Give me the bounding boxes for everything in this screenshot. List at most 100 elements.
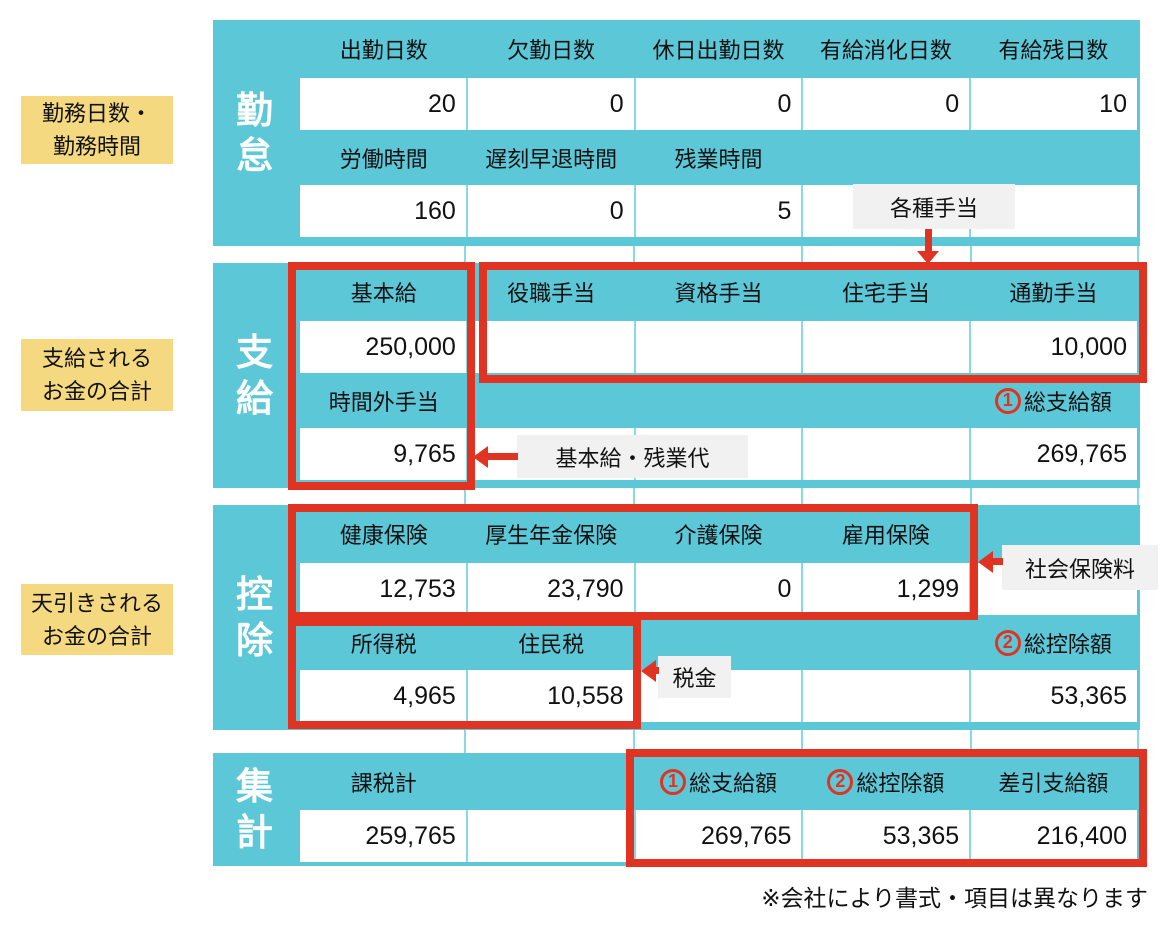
column-header: 有給消化日数 (802, 20, 969, 78)
attendance-section-label: 勤怠 (213, 20, 296, 246)
column-header: 出勤日数 (300, 20, 467, 78)
column-header (802, 130, 969, 185)
column-header (467, 753, 634, 810)
column-header-text: 欠勤日数 (507, 38, 596, 63)
deduction-header-row-2: 所得税 住民税 2 総控除額 (300, 615, 1137, 670)
section-label-text: 支給 (235, 332, 273, 419)
summary-value-row: 259,765 269,765 53,365 216,400 (300, 810, 1137, 862)
deduction-header-row-1: 健康保険 厚生年金保険 介護保険 雇用保険 (300, 505, 1137, 563)
arrow-left-social-insurance-shaft (992, 558, 1003, 565)
value-cell: 1,299 (803, 563, 972, 615)
arrow-left-base-overtime-head (473, 446, 488, 468)
column-header: 所得税 (300, 615, 467, 670)
attendance-section: 勤怠 出勤日数 欠勤日数 休日出勤日数 有給消化日数 有給残日数 20 0 0 … (213, 20, 1140, 246)
side-label-line: お金の合計 (41, 379, 152, 404)
deduction-rows: 健康保険 厚生年金保険 介護保険 雇用保険 12,753 23,790 0 1,… (296, 505, 1140, 730)
column-header: 通勤手当 (970, 263, 1137, 321)
column-header-text: 所得税 (350, 631, 417, 657)
column-header-text: 健康保険 (339, 523, 428, 548)
value-cell: 4,965 (300, 670, 468, 722)
side-label-deduction: 天引きされる お金の合計 (21, 584, 173, 655)
deduction-section-label: 控除 (213, 505, 296, 730)
column-header-text: 労働時間 (339, 146, 428, 172)
value-cell: 23,790 (467, 563, 636, 615)
value-cell: 216,400 (971, 810, 1137, 862)
circled-number-badge: 2 (994, 629, 1021, 656)
callout-tax: 税金 (658, 656, 731, 698)
value-cell: 9,765 (300, 428, 468, 480)
column-header-text: 総支給額 (1023, 389, 1112, 415)
attendance-header-row-1: 出勤日数 欠勤日数 休日出勤日数 有給消化日数 有給残日数 (300, 20, 1137, 78)
summary-section-label: 集計 (213, 753, 296, 866)
side-label-line: 勤務時間 (52, 134, 141, 159)
footer-note: ※会社により書式・項目は異なります (761, 885, 1148, 911)
value-cell (467, 321, 636, 373)
section-label-text: 集計 (235, 766, 273, 853)
side-label-line: 支給される (41, 346, 152, 371)
value-cell: 20 (300, 78, 468, 130)
column-header (467, 373, 634, 428)
column-header: 課税計 (300, 753, 467, 810)
gap-separator-line (801, 488, 803, 505)
payment-section-label: 支給 (213, 263, 296, 488)
value-cell (635, 321, 804, 373)
deduction-value-row-2: 4,965 10,558 53,365 (300, 670, 1137, 722)
column-header-text: 総控除額 (1023, 631, 1112, 657)
callout-social-insurance-text: 社会保険料 (1024, 556, 1135, 582)
value-cell (803, 428, 972, 480)
value-cell: 53,365 (803, 810, 972, 862)
arrow-left-tax-head (641, 660, 656, 682)
column-header: 欠勤日数 (467, 20, 634, 78)
payment-header-row-1: 基本給 役職手当 資格手当 住宅手当 通勤手当 (300, 263, 1137, 321)
arrow-left-base-overtime-shaft (488, 453, 518, 460)
column-header: 介護保険 (635, 505, 802, 563)
column-header-text: 住宅手当 (841, 281, 930, 306)
column-header (802, 615, 969, 670)
circled-number-badge: 1 (660, 768, 686, 795)
gap-separator-line (970, 246, 972, 263)
column-header-total-payment: 1 総支給額 (970, 373, 1137, 428)
summary-rows: 課税計 1 総支給額 2 総控除額 差引支給額 259,765 269,765 … (296, 753, 1140, 866)
column-header-text: 介護保険 (674, 523, 763, 548)
column-header-text: 住民税 (518, 631, 585, 657)
value-cell: 0 (467, 78, 636, 130)
column-header-text: 雇用保険 (841, 523, 930, 548)
value-cell: 0 (635, 78, 804, 130)
column-header-text: 通勤手当 (1009, 281, 1098, 306)
gap-separator-line (970, 488, 972, 505)
gap-separator-line (970, 730, 972, 753)
value-cell: 53,365 (971, 670, 1137, 722)
side-label-attendance: 勤務日数・ 勤務時間 (21, 96, 173, 164)
column-header-total-payment: 1 総支給額 (635, 753, 802, 810)
column-header: 健康保険 (300, 505, 467, 563)
side-label-line: 勤務日数・ (41, 101, 152, 126)
value-cell: 160 (300, 185, 468, 237)
payment-header-row-2: 時間外手当 1 総支給額 (300, 373, 1137, 428)
column-header-text: 基本給 (350, 281, 417, 306)
column-header: 住宅手当 (802, 263, 969, 321)
value-cell: 0 (635, 563, 804, 615)
gap-separator-line (1137, 730, 1139, 753)
column-header-text: 休日出勤日数 (652, 38, 785, 63)
callout-tax-text: 税金 (672, 666, 717, 691)
value-cell (803, 321, 972, 373)
gap-separator-line (633, 488, 635, 505)
column-header-total-deduction: 2 総控除額 (970, 615, 1137, 670)
value-cell: 10 (971, 78, 1137, 130)
column-header-text: 差引支給額 (998, 770, 1109, 796)
column-header: 労働時間 (300, 130, 467, 185)
value-cell: 269,765 (635, 810, 804, 862)
column-header: 雇用保険 (802, 505, 969, 563)
attendance-header-row-2: 労働時間 遅刻早退時間 残業時間 (300, 130, 1137, 185)
column-header (635, 373, 802, 428)
summary-section: 集計 課税計 1 総支給額 2 総控除額 差引支給額 259,765 269,7… (213, 753, 1140, 866)
column-header-net-payment: 差引支給額 (970, 753, 1137, 810)
column-header-text: 課税計 (350, 770, 417, 796)
callout-allowances: 各種手当 (853, 184, 1015, 229)
column-header: 役職手当 (467, 263, 634, 321)
gap-separator-line (801, 246, 803, 263)
column-header: 遅刻早退時間 (467, 130, 634, 185)
column-header-text: 時間外手当 (328, 389, 439, 415)
gap-separator-line (464, 246, 466, 263)
